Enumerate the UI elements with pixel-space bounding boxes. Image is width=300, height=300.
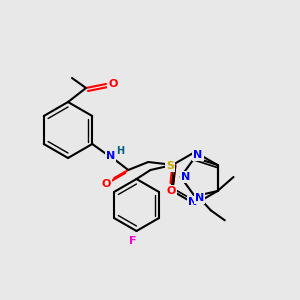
Text: O: O xyxy=(108,79,118,89)
Text: O: O xyxy=(167,186,176,196)
Text: N: N xyxy=(181,172,190,182)
Text: N: N xyxy=(106,151,115,161)
Text: S: S xyxy=(166,161,174,171)
Text: F: F xyxy=(129,236,136,246)
Text: N: N xyxy=(194,150,202,160)
Text: N: N xyxy=(195,193,204,203)
Text: O: O xyxy=(102,179,111,189)
Text: N: N xyxy=(188,197,198,207)
Text: H: H xyxy=(116,146,124,156)
